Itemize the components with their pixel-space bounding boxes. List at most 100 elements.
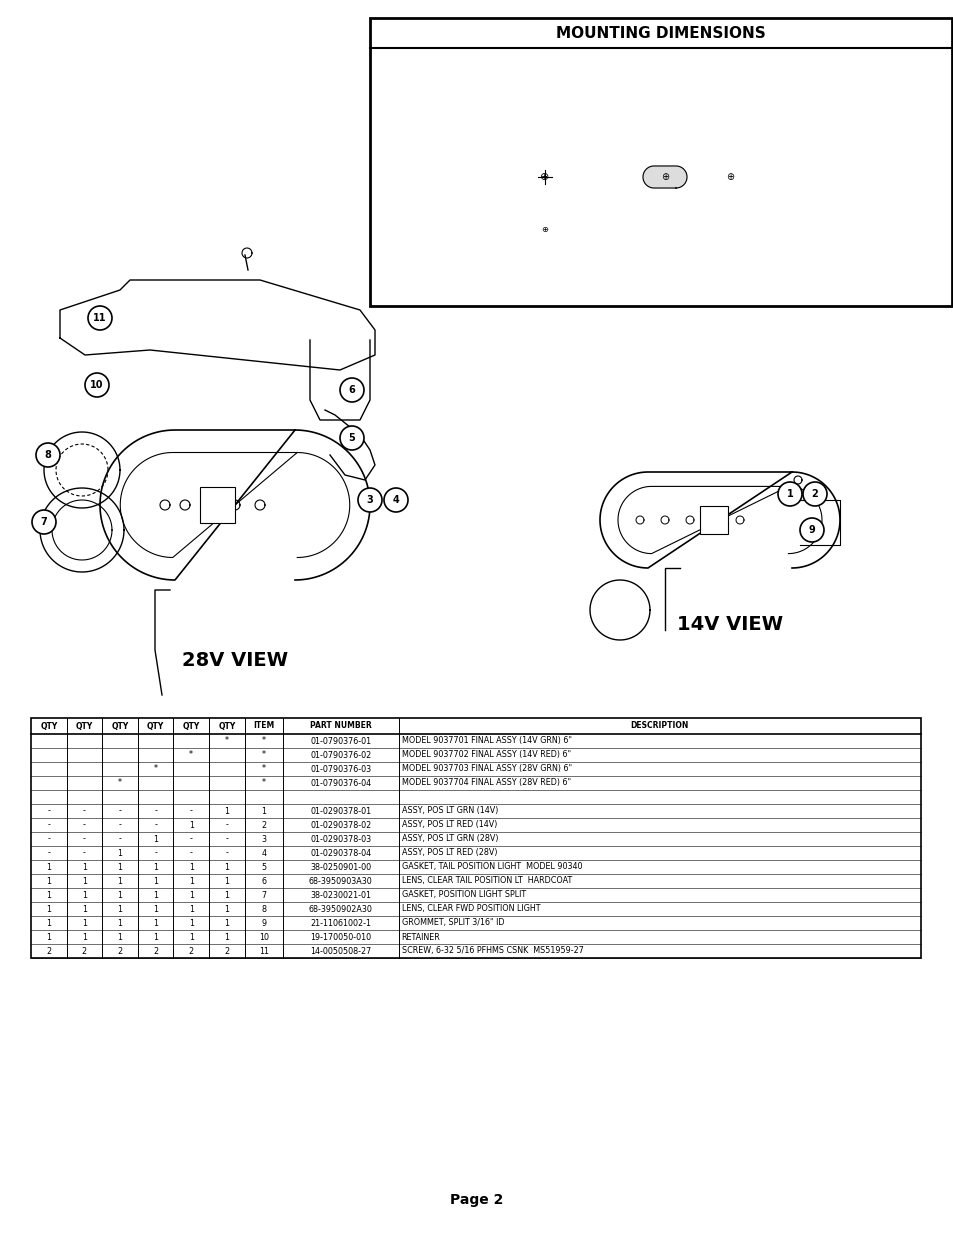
Text: GASKET, TAIL POSITION LIGHT  MODEL 90340: GASKET, TAIL POSITION LIGHT MODEL 90340	[401, 862, 581, 872]
Text: 01-0790376-01: 01-0790376-01	[310, 736, 371, 746]
Text: DESCRIPTION: DESCRIPTION	[630, 721, 688, 730]
Text: 1: 1	[189, 862, 193, 872]
Text: 1: 1	[117, 890, 122, 899]
Text: 01-0290378-04: 01-0290378-04	[310, 848, 371, 857]
Text: 1: 1	[47, 904, 51, 914]
Text: ⊕: ⊕	[660, 172, 668, 182]
Text: 3: 3	[366, 495, 373, 505]
Text: 1: 1	[152, 932, 158, 941]
Text: 01-0790376-02: 01-0790376-02	[310, 751, 371, 760]
Text: *: *	[261, 764, 266, 773]
Text: ASSY, POS LT RED (28V): ASSY, POS LT RED (28V)	[401, 848, 497, 857]
Text: 1: 1	[47, 932, 51, 941]
Text: RETAINER: RETAINER	[401, 932, 440, 941]
Text: 19-170050-010: 19-170050-010	[310, 932, 371, 941]
Text: 10: 10	[91, 380, 104, 390]
Text: 4: 4	[261, 848, 266, 857]
Text: MODEL 9037704 FINAL ASSY (28V RED) 6": MODEL 9037704 FINAL ASSY (28V RED) 6"	[401, 778, 570, 788]
Circle shape	[32, 510, 56, 534]
Bar	[200, 487, 234, 522]
Text: 1: 1	[47, 919, 51, 927]
Circle shape	[802, 482, 826, 506]
Circle shape	[800, 517, 823, 542]
Text: -: -	[48, 835, 51, 844]
Text: GASKET, POSITION LIGHT SPLIT: GASKET, POSITION LIGHT SPLIT	[401, 890, 525, 899]
Text: -: -	[48, 806, 51, 815]
Text: ITEM: ITEM	[253, 721, 274, 730]
Text: LENS, CLEAR FWD POSITION LIGHT: LENS, CLEAR FWD POSITION LIGHT	[401, 904, 539, 914]
Text: 21-11061002-1: 21-11061002-1	[310, 919, 371, 927]
Text: 1: 1	[189, 820, 193, 830]
Text: *: *	[261, 736, 266, 746]
Text: 1: 1	[82, 890, 87, 899]
Text: .36: .36	[934, 111, 951, 121]
Text: 7: 7	[261, 890, 266, 899]
Text: 1: 1	[189, 890, 193, 899]
Text: 01-0790376-04: 01-0790376-04	[310, 778, 371, 788]
Text: 01-0290378-01: 01-0290378-01	[310, 806, 371, 815]
Text: .880: .880	[541, 269, 564, 279]
Circle shape	[357, 488, 381, 513]
Text: 11: 11	[258, 946, 269, 956]
Text: QTY: QTY	[40, 721, 57, 730]
Text: 68-3950903A30: 68-3950903A30	[309, 877, 373, 885]
Text: 1: 1	[117, 919, 122, 927]
Text: -: -	[118, 835, 121, 844]
Circle shape	[339, 426, 364, 450]
Text: 38-0230021-01: 38-0230021-01	[310, 890, 371, 899]
Text: 1: 1	[47, 877, 51, 885]
Text: -: -	[83, 835, 86, 844]
Text: 1: 1	[47, 890, 51, 899]
Text: 2: 2	[189, 946, 193, 956]
Text: 4: 4	[393, 495, 399, 505]
Text: *: *	[189, 751, 193, 760]
Text: 1: 1	[82, 932, 87, 941]
Text: 28V VIEW: 28V VIEW	[182, 651, 288, 669]
Text: 1: 1	[117, 862, 122, 872]
Text: 1: 1	[786, 489, 793, 499]
Text: 1: 1	[117, 877, 122, 885]
Bar	[700, 506, 727, 534]
Text: -: -	[83, 806, 86, 815]
Text: 10: 10	[258, 932, 269, 941]
Text: 1: 1	[152, 862, 158, 872]
Text: 1: 1	[117, 904, 122, 914]
Text: 1: 1	[189, 904, 193, 914]
Text: -: -	[225, 820, 228, 830]
Text: 1: 1	[224, 862, 229, 872]
Text: LENS, CLEAR TAIL POSITION LT  HARDCOAT: LENS, CLEAR TAIL POSITION LT HARDCOAT	[401, 877, 571, 885]
Polygon shape	[642, 165, 686, 188]
Text: 9: 9	[261, 919, 266, 927]
Text: -: -	[83, 848, 86, 857]
Bar	[370, 19, 951, 306]
Text: SCREW, 6-32 5/16 PFHMS CSNK  MS51959-27: SCREW, 6-32 5/16 PFHMS CSNK MS51959-27	[401, 946, 583, 956]
Text: 1: 1	[82, 919, 87, 927]
Text: QTY: QTY	[75, 721, 93, 730]
Text: .64: .64	[636, 287, 653, 296]
Text: ⊕: ⊕	[539, 172, 549, 182]
Text: 14V VIEW: 14V VIEW	[677, 615, 782, 635]
Text: 1: 1	[224, 919, 229, 927]
Text: 1: 1	[224, 877, 229, 885]
Text: -: -	[190, 806, 193, 815]
Text: 1: 1	[117, 848, 122, 857]
Text: -: -	[48, 848, 51, 857]
Text: 01-0290378-03: 01-0290378-03	[310, 835, 371, 844]
Text: GROMMET, SPLIT 3/16" ID: GROMMET, SPLIT 3/16" ID	[401, 919, 503, 927]
Text: 1: 1	[47, 862, 51, 872]
Text: .40: .40	[581, 63, 598, 73]
Text: 1: 1	[224, 932, 229, 941]
Text: *: *	[261, 778, 266, 788]
Text: -: -	[154, 820, 157, 830]
Text: 1: 1	[189, 932, 193, 941]
Text: 1: 1	[189, 877, 193, 885]
Text: 1: 1	[152, 835, 158, 844]
Text: MOUNTING DIMENSIONS: MOUNTING DIMENSIONS	[556, 26, 765, 41]
Text: 5: 5	[261, 862, 266, 872]
Text: 8: 8	[261, 904, 266, 914]
Text: 2: 2	[82, 946, 87, 956]
Text: 6: 6	[261, 877, 266, 885]
Text: ⊕: ⊕	[541, 225, 548, 233]
Text: 9: 9	[808, 525, 815, 535]
Bar	[30, 718, 920, 958]
